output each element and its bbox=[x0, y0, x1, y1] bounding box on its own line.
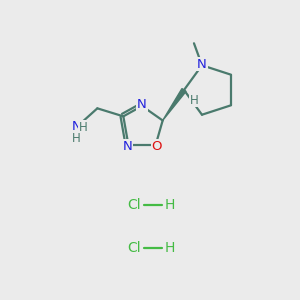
Text: Cl: Cl bbox=[127, 241, 141, 255]
Text: O: O bbox=[151, 140, 162, 153]
Text: H: H bbox=[165, 241, 175, 255]
Text: H: H bbox=[190, 94, 198, 106]
Text: N: N bbox=[71, 120, 81, 133]
Text: H: H bbox=[72, 132, 81, 145]
Text: N: N bbox=[123, 140, 132, 153]
Text: Cl: Cl bbox=[127, 198, 141, 212]
Text: H: H bbox=[165, 198, 175, 212]
Text: H: H bbox=[79, 121, 88, 134]
Text: N: N bbox=[137, 98, 147, 112]
Text: N: N bbox=[197, 58, 207, 71]
Polygon shape bbox=[163, 88, 186, 121]
